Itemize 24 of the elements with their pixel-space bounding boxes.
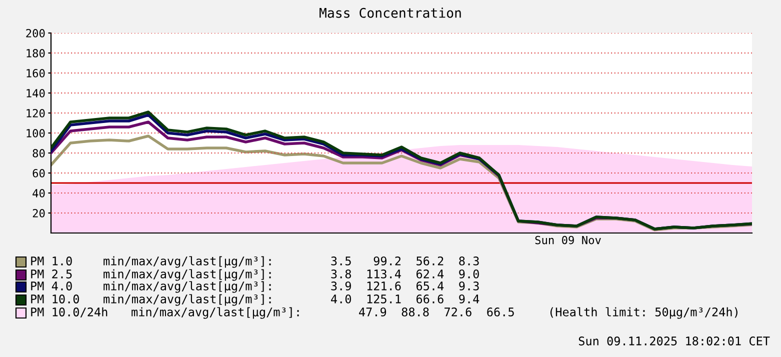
- y-tick-label: 120: [26, 109, 45, 118]
- legend-label: PM 1.0: [31, 256, 72, 266]
- y-tick-label: 60: [32, 169, 45, 178]
- text: (Health limit: 50µg/m³/24h): [550, 307, 738, 319]
- y-tick-label: 40: [32, 189, 45, 198]
- y-tick-label: 140: [26, 89, 45, 98]
- text: min/max/avg/last[µg/m³]: 4.0 125.1 66.6 9.4: [104, 294, 480, 306]
- chart-title: Mass Concentration: [320, 8, 461, 18]
- y-tick-label: 20: [32, 209, 45, 218]
- legend-label: PM 4.0: [31, 282, 72, 290]
- y-tick-label: 180: [26, 49, 45, 58]
- text: min/max/avg/last[µg/m³]: 3.9 121.6 65.4 9.3: [104, 281, 479, 293]
- legend-label: PM 10.0: [31, 294, 79, 304]
- y-tick-label: 160: [26, 69, 45, 78]
- text: Sun 09 Nov: [535, 236, 601, 244]
- text: min/max/avg/last[µg/m³]: 3.5 99.2 56.2 8.3: [104, 256, 479, 268]
- y-tick-label: 200: [26, 29, 45, 38]
- text: min/max/avg/last[µg/m³]: 3.8 113.4 62.4 9.0: [104, 269, 479, 281]
- y-tick-label: 100: [26, 129, 45, 138]
- y-tick-label: 80: [32, 149, 45, 158]
- legend-label: PM 10.0/24h: [31, 307, 108, 318]
- legend-label: PM 2.5: [31, 270, 72, 278]
- text: Sun 09.11.2025 18:02:01 CET: [578, 336, 770, 346]
- text: min/max/avg/last[µg/m³]: 47.9 88.8 72.6 66.5: [132, 307, 514, 319]
